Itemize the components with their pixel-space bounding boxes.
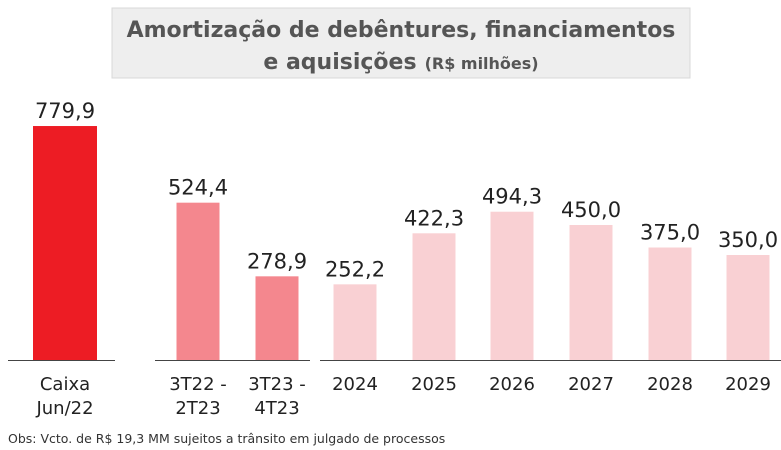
title-box: [111, 7, 691, 79]
x-tick-label-line: 4T23: [254, 398, 299, 419]
value-label: 350,0: [718, 228, 778, 252]
value-label: 450,0: [561, 198, 621, 222]
bar: [648, 247, 692, 360]
value-label: 524,4: [168, 176, 228, 200]
x-tick-label-line: 3T23 -: [248, 374, 306, 395]
x-tick-label-line: 2025: [411, 374, 457, 395]
x-tick-label: 2029: [725, 374, 771, 395]
x-tick-label-line: 2028: [647, 374, 693, 395]
bar: [490, 211, 534, 360]
x-tick-label-line: 3T22 -: [169, 374, 227, 395]
bar: [255, 276, 299, 360]
value-label: 252,2: [325, 257, 385, 281]
x-tick-label-line: 2024: [332, 374, 378, 395]
chart-title: Amortização de debêntures, financiamento…: [127, 18, 676, 43]
bar: [176, 202, 220, 360]
value-label: 278,9: [247, 249, 307, 273]
x-tick-label: 2026: [489, 374, 535, 395]
value-label: 779,9: [35, 99, 95, 123]
unit: (R$ milhões): [425, 54, 539, 73]
x-tick-label: 3T23 - 4T23: [248, 374, 306, 419]
bar: [569, 225, 613, 360]
footnote: Obs: Vcto. de R$ 19,3 MM sujeitos a trân…: [8, 431, 445, 446]
x-tick-label: Caixa Jun/22: [35, 374, 93, 419]
x-tick-label-line: 2T23: [175, 398, 220, 419]
value-label: 375,0: [640, 221, 700, 245]
x-tick-label: 2027: [568, 374, 614, 395]
bar: [726, 255, 770, 360]
value-label: 494,3: [482, 185, 542, 209]
chart-title-line2: e aquisições (R$ milhões): [263, 50, 538, 75]
bar: [412, 233, 456, 360]
x-tick-label: 2025: [411, 374, 457, 395]
bar: [333, 284, 377, 360]
chart-title: e aquisições: [263, 50, 416, 75]
x-tick-label: 2028: [647, 374, 693, 395]
x-tick-label-line: 2027: [568, 374, 614, 395]
x-tick-label-line: Jun/22: [35, 398, 93, 419]
x-tick-label: 3T22 - 2T23: [169, 374, 227, 419]
value-label: 422,3: [404, 206, 464, 230]
x-tick-label: 2024: [332, 374, 378, 395]
x-tick-label-line: 2029: [725, 374, 771, 395]
x-tick-label-line: 2026: [489, 374, 535, 395]
x-tick-label-line: Caixa: [40, 374, 90, 395]
bar: [33, 126, 97, 360]
